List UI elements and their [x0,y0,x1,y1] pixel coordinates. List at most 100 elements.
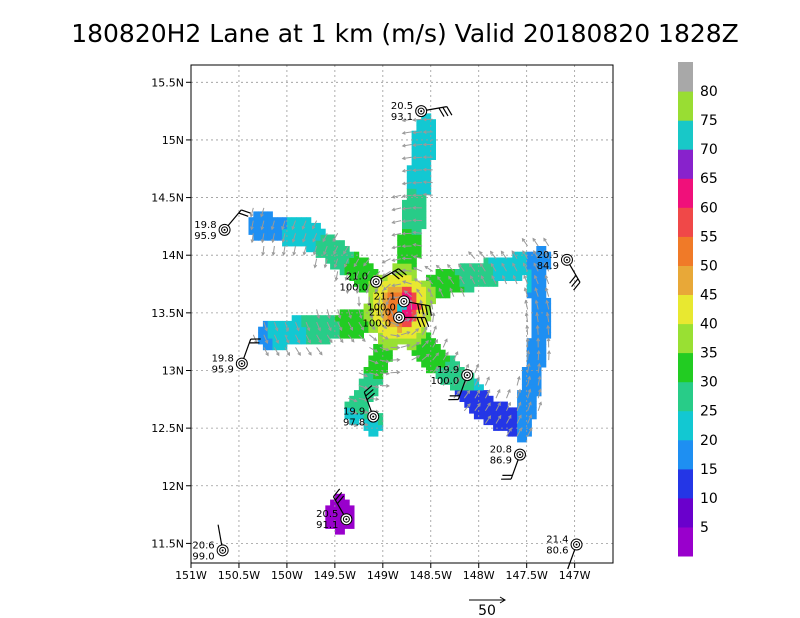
wind-vector-head [425,353,430,358]
wind-vector [411,342,420,348]
wind-vector-head [261,251,266,256]
wind-barb-flag [365,388,374,397]
y-tick-label: 13N [162,364,184,377]
station-ring-inner [369,413,377,421]
wind-vector-head [525,337,530,342]
wind-vector-head [377,302,381,307]
wind-vector-head [537,362,541,367]
wind-vector [392,207,402,211]
wind-vector-head [507,401,511,406]
station-ring-inner [400,297,408,305]
wind-vector [364,271,370,280]
wind-vector [392,296,402,299]
wind-vector-head [364,422,369,427]
wind-vector [516,415,522,424]
wind-vector [337,309,341,319]
wind-vector-head [497,401,501,406]
dropsonde-station: 20.591.1 [316,488,353,531]
wind-vector [442,378,450,386]
wind-vector [261,233,265,243]
wind-vector [495,389,501,399]
wind-vector-head [532,237,537,242]
wind-barb-flag [569,275,577,284]
colorbar-segment [678,178,693,208]
wind-vector [322,233,328,242]
station-humidity: 97.8 [343,418,365,429]
station-temperature: 19.9 [343,407,365,418]
wind-vector-head [275,339,279,344]
station-ring-inner [219,546,227,554]
wind-vector-head [317,327,321,332]
wind-vector [474,390,481,399]
wind-vector [543,250,550,259]
x-tick-label: 151W [175,569,207,582]
station-temperature: 20.5 [537,250,559,261]
wind-vector [402,232,412,235]
wind-vector-head [270,226,275,231]
wind-vector-head [291,226,296,231]
wind-vector-head [391,207,396,212]
colorbar-label: 10 [700,491,718,507]
wind-vector-head [479,262,484,267]
wind-vector-head [348,314,352,320]
wind-vector-head [357,302,361,307]
wind-vector-head [391,283,396,288]
wind-barb-flag [394,270,404,278]
wind-vector-head [323,264,328,269]
wind-vector-head [276,352,280,357]
wind-vector [382,270,391,277]
wind-vector [411,355,420,361]
wind-vector-head [526,350,531,355]
wind-vector [416,289,423,297]
wind-vector [379,385,389,387]
wind-vector-head [526,362,531,367]
wind-vector-head [434,338,438,343]
wind-vector-head [536,337,541,342]
wind-vector-head [316,314,321,320]
wind-vector-head [422,167,427,172]
wind-vector [369,334,377,341]
wind-vector-head [396,333,401,338]
wind-vector-head [497,414,502,419]
wind-vector [402,131,412,134]
wind-vector [295,321,300,331]
wind-vector [379,359,389,363]
wind-vector-head [401,256,406,261]
wind-vector [430,300,434,310]
station-ring-inner [417,107,425,115]
wind-vector [392,258,402,262]
wind-barb-flag [442,106,449,117]
wind-vector-head [250,226,254,231]
wind-vector [537,402,542,411]
wind-vector [537,363,540,373]
dropsonde-station: 19.895.9 [194,209,251,242]
wind-vector [516,376,520,386]
wind-vector-head [401,194,406,198]
wind-vector-head [507,388,511,393]
wind-vector-head [401,131,406,135]
colorbar-label: 65 [700,171,718,187]
dropsonde-station: 20.699.0 [192,524,229,562]
wind-vector [448,276,455,285]
wind-vector-head [250,239,255,244]
wind-vector [302,220,307,230]
wind-vector-head [480,275,485,280]
colorbar-label: 20 [700,433,718,449]
wind-vector [413,156,423,159]
station-ring-inner [238,360,246,368]
wind-vector [334,258,339,268]
wind-vector [404,290,412,298]
x-tick-label: 149W [367,569,399,582]
wind-vector-head [479,250,483,255]
wind-vector-head [306,327,311,332]
wind-vector-head [396,345,401,350]
station-dot [402,300,405,303]
plot-area: 151W 150.5W 150W 149.5W 149W 148.5W 148W 147.5W… [151,64,614,582]
station-ring-inner [563,256,571,264]
wind-vector-head [543,249,548,254]
wind-vector [413,244,423,247]
station-temperature: 19.8 [194,220,216,231]
wind-vector [527,415,532,424]
dropsonde-observations: 20.593.119.895.920.584.921.0100.021.1100… [192,101,583,570]
